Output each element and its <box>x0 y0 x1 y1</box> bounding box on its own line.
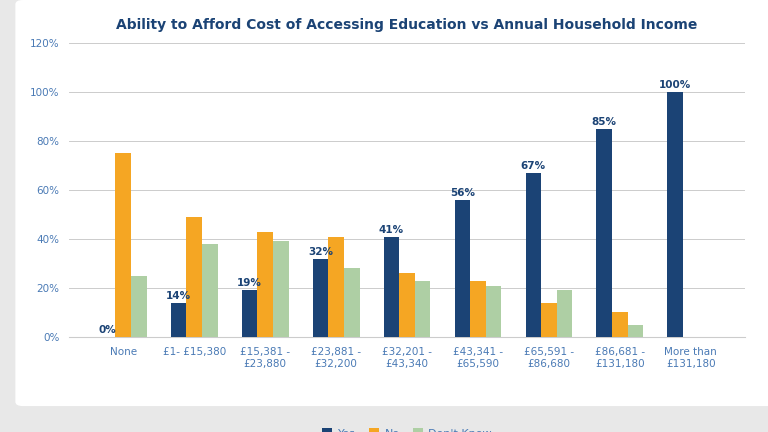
Text: 14%: 14% <box>166 291 191 301</box>
Bar <box>328 237 344 337</box>
Bar <box>612 312 627 337</box>
Text: 67%: 67% <box>521 161 546 171</box>
Bar <box>415 281 430 337</box>
Bar <box>187 217 202 337</box>
Bar <box>399 273 415 337</box>
Text: 19%: 19% <box>237 279 262 289</box>
Bar <box>131 276 147 337</box>
Bar <box>170 303 187 337</box>
Bar <box>486 286 502 337</box>
Bar <box>597 129 612 337</box>
Bar <box>257 232 273 337</box>
Bar <box>541 303 557 337</box>
Bar <box>313 259 328 337</box>
Text: 85%: 85% <box>592 117 617 127</box>
Bar <box>242 290 257 337</box>
Bar <box>667 92 683 337</box>
Bar <box>115 153 131 337</box>
Title: Ability to Afford Cost of Accessing Education vs Annual Household Income: Ability to Afford Cost of Accessing Educ… <box>117 18 697 32</box>
Bar <box>470 281 486 337</box>
Bar <box>455 200 470 337</box>
Legend: Yes, No, Don't Know: Yes, No, Don't Know <box>318 424 496 432</box>
Bar <box>627 325 644 337</box>
Bar <box>202 244 217 337</box>
Text: 0%: 0% <box>99 325 117 335</box>
Bar <box>525 173 541 337</box>
Bar <box>344 268 359 337</box>
Text: 56%: 56% <box>450 188 475 198</box>
Bar <box>384 237 399 337</box>
Text: 41%: 41% <box>379 225 404 235</box>
Text: 32%: 32% <box>308 247 333 257</box>
Bar <box>273 241 289 337</box>
Text: 100%: 100% <box>659 80 691 90</box>
Bar <box>557 290 572 337</box>
